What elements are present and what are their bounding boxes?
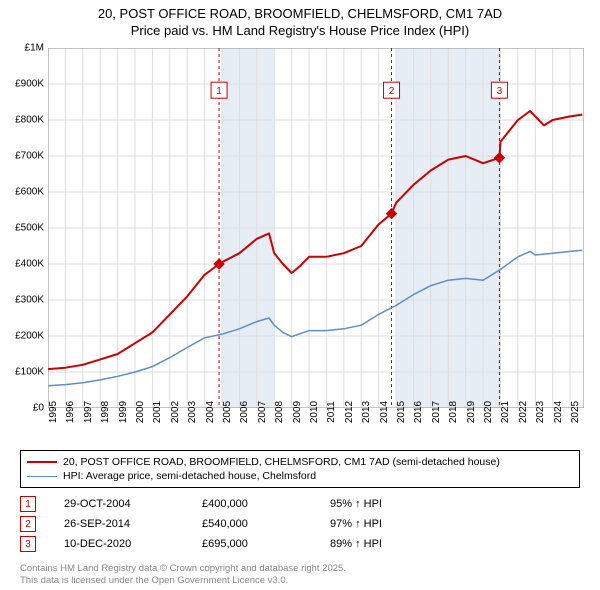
x-tick-label: 2015 (396, 401, 407, 423)
chart-container: 20, POST OFFICE ROAD, BROOMFIELD, CHELMS… (0, 0, 600, 590)
x-tick-label: 2023 (535, 401, 546, 423)
table-row: 1 29-OCT-2004 £400,000 95% ↑ HPI (20, 494, 580, 514)
legend-row: HPI: Average price, semi-detached house,… (27, 469, 573, 483)
y-tick-label: £600K (15, 187, 44, 198)
chart-plot-area: 123 £0£100K£200K£300K£400K£500K£600K£700… (48, 48, 584, 408)
transaction-date: 26-SEP-2014 (64, 518, 174, 530)
transaction-marker: 1 (20, 496, 36, 512)
chart-svg: 1 2 3 (48, 48, 584, 408)
x-tick-label: 2016 (413, 401, 424, 423)
transaction-price: £695,000 (202, 538, 302, 550)
legend-row: 20, POST OFFICE ROAD, BROOMFIELD, CHELMS… (27, 455, 573, 469)
x-tick-label: 2017 (431, 401, 442, 423)
legend-label: 20, POST OFFICE ROAD, BROOMFIELD, CHELMS… (63, 456, 500, 468)
y-tick-label: £800K (15, 115, 44, 126)
legend-swatch (27, 461, 57, 463)
transaction-hpi: 95% ↑ HPI (330, 498, 430, 510)
x-tick-label: 2005 (222, 401, 233, 423)
chart-title-block: 20, POST OFFICE ROAD, BROOMFIELD, CHELMS… (0, 0, 600, 42)
x-tick-label: 2011 (326, 401, 337, 423)
x-tick-label: 2008 (274, 401, 285, 423)
x-tick-label: 2002 (170, 401, 181, 423)
legend-swatch (27, 476, 57, 477)
chart-title-line1: 20, POST OFFICE ROAD, BROOMFIELD, CHELMS… (10, 6, 590, 23)
credits-line2: This data is licensed under the Open Gov… (20, 575, 346, 586)
credits-line1: Contains HM Land Registry data © Crown c… (20, 563, 346, 574)
x-tick-label: 1998 (100, 401, 111, 423)
transaction-price: £400,000 (202, 498, 302, 510)
y-tick-label: £500K (15, 223, 44, 234)
y-tick-label: £200K (15, 331, 44, 342)
x-tick-label: 2007 (257, 401, 268, 423)
x-tick-label: 2006 (239, 401, 250, 423)
x-tick-label: 2010 (309, 401, 320, 423)
x-tick-label: 2003 (187, 401, 198, 423)
transaction-date: 29-OCT-2004 (64, 498, 174, 510)
x-tick-label: 2020 (483, 401, 494, 423)
chart-title-line2: Price paid vs. HM Land Registry's House … (10, 23, 590, 40)
x-tick-label: 2009 (292, 401, 303, 423)
x-tick-label: 2000 (135, 401, 146, 423)
x-tick-label: 2014 (379, 401, 390, 423)
x-tick-label: 1995 (48, 401, 59, 423)
y-tick-label: £100K (15, 367, 44, 378)
transactions-table: 1 29-OCT-2004 £400,000 95% ↑ HPI 2 26-SE… (20, 494, 580, 554)
svg-text:3: 3 (497, 86, 503, 97)
x-tick-label: 2012 (344, 401, 355, 423)
chart-legend: 20, POST OFFICE ROAD, BROOMFIELD, CHELMS… (20, 450, 580, 488)
y-tick-label: £1M (25, 43, 44, 54)
y-tick-label: £0 (33, 403, 44, 414)
transaction-marker: 3 (20, 536, 36, 552)
x-tick-label: 2004 (205, 401, 216, 423)
y-tick-label: £900K (15, 79, 44, 90)
svg-text:2: 2 (389, 86, 395, 97)
table-row: 2 26-SEP-2014 £540,000 97% ↑ HPI (20, 514, 580, 534)
legend-label: HPI: Average price, semi-detached house,… (63, 470, 316, 482)
x-tick-label: 2021 (500, 401, 511, 423)
y-tick-label: £400K (15, 259, 44, 270)
transaction-hpi: 89% ↑ HPI (330, 538, 430, 550)
y-tick-label: £300K (15, 295, 44, 306)
transaction-price: £540,000 (202, 518, 302, 530)
x-tick-label: 2018 (448, 401, 459, 423)
table-row: 3 10-DEC-2020 £695,000 89% ↑ HPI (20, 534, 580, 554)
svg-text:1: 1 (216, 86, 222, 97)
x-tick-label: 1997 (83, 401, 94, 423)
y-tick-label: £700K (15, 151, 44, 162)
x-tick-label: 2013 (361, 401, 372, 423)
x-tick-label: 1996 (65, 401, 76, 423)
x-tick-label: 2022 (518, 401, 529, 423)
transaction-marker: 2 (20, 516, 36, 532)
x-tick-label: 2024 (553, 401, 564, 423)
transaction-date: 10-DEC-2020 (64, 538, 174, 550)
chart-credits: Contains HM Land Registry data © Crown c… (20, 563, 346, 586)
x-tick-label: 2001 (152, 401, 163, 423)
x-tick-label: 2019 (466, 401, 477, 423)
transaction-hpi: 97% ↑ HPI (330, 518, 430, 530)
x-tick-label: 2025 (570, 401, 581, 423)
x-tick-label: 1999 (118, 401, 129, 423)
